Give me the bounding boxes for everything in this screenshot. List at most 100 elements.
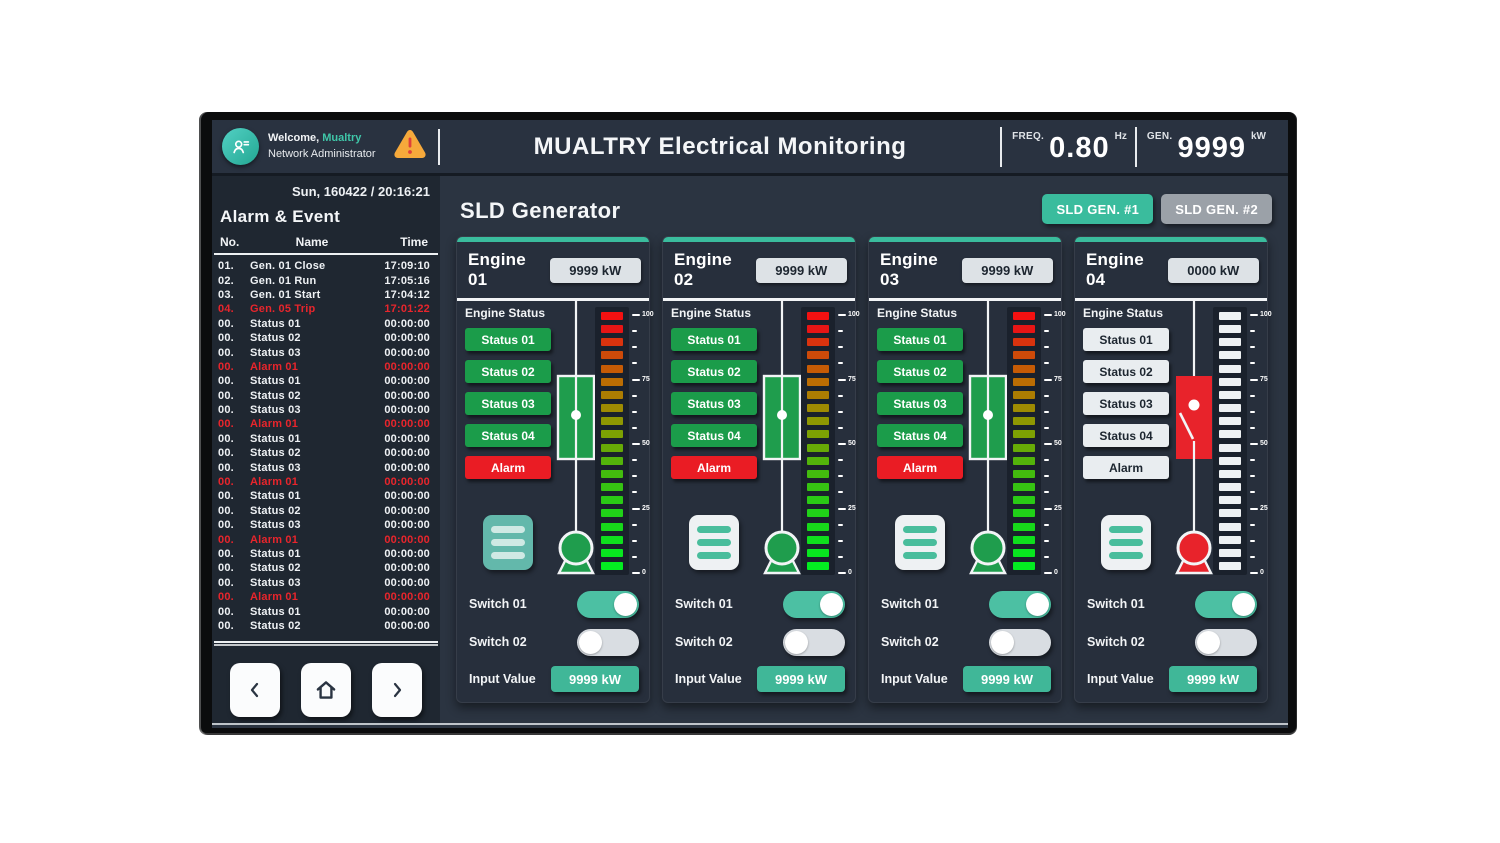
status-03-button[interactable]: Status 03 bbox=[877, 392, 963, 415]
status-02-button[interactable]: Status 02 bbox=[1083, 360, 1169, 383]
switch-02-toggle[interactable] bbox=[989, 628, 1051, 656]
status-02-button[interactable]: Status 02 bbox=[671, 360, 757, 383]
generator-icon bbox=[970, 530, 1006, 566]
status-01-button[interactable]: Status 01 bbox=[877, 328, 963, 351]
status-03-button[interactable]: Status 03 bbox=[671, 392, 757, 415]
engine-status-label: Engine Status bbox=[671, 306, 752, 320]
switch-row: Switch 01 bbox=[675, 590, 845, 618]
nav-back-button[interactable] bbox=[230, 663, 280, 718]
input-value-field[interactable]: 9999 kW bbox=[963, 666, 1051, 692]
toggle-knob bbox=[614, 592, 637, 616]
breaker-open-icon bbox=[1176, 301, 1212, 533]
gauge-tick bbox=[632, 459, 637, 462]
switch-01-label: Switch 01 bbox=[469, 597, 527, 611]
nav-home-button[interactable] bbox=[301, 663, 351, 718]
gauge-tick bbox=[1044, 362, 1049, 365]
switch-01-label: Switch 01 bbox=[881, 597, 939, 611]
panel-header: Engine 02 9999 kW bbox=[663, 242, 855, 298]
led-segment bbox=[601, 417, 623, 426]
alarm-event-row: 00. Status 03 00:00:00 bbox=[212, 518, 440, 532]
event-no: 00. bbox=[218, 375, 234, 388]
alarm-button[interactable]: Alarm bbox=[1083, 456, 1169, 479]
engine-name: Engine 04 bbox=[1086, 250, 1144, 289]
alarm-event-row: 00. Status 01 00:00:00 bbox=[212, 374, 440, 388]
status-01-button[interactable]: Status 01 bbox=[671, 328, 757, 351]
status-03-button[interactable]: Status 03 bbox=[1083, 392, 1169, 415]
status-02-button[interactable]: Status 02 bbox=[877, 360, 963, 383]
event-name: Status 03 bbox=[250, 346, 301, 359]
led-segment bbox=[1013, 483, 1035, 492]
nav-forward-button[interactable] bbox=[372, 663, 422, 718]
switch-01-toggle[interactable] bbox=[783, 590, 845, 618]
gauge-tick-label: 0 bbox=[848, 569, 852, 576]
switch-01-toggle[interactable] bbox=[577, 590, 639, 618]
sld-gen-tab[interactable]: SLD GEN. #2 bbox=[1161, 194, 1272, 224]
gauge-tick bbox=[632, 491, 637, 494]
gauge-tick-label: 100 bbox=[1054, 311, 1066, 318]
input-value-field[interactable]: 9999 kW bbox=[551, 666, 639, 692]
generator-icon bbox=[558, 530, 594, 566]
led-segment bbox=[1219, 456, 1241, 465]
load-list-icon bbox=[483, 515, 533, 570]
status-04-button[interactable]: Status 04 bbox=[671, 424, 757, 447]
status-01-button[interactable]: Status 01 bbox=[1083, 328, 1169, 351]
event-name: Status 03 bbox=[250, 519, 301, 532]
led-segment bbox=[1013, 338, 1035, 347]
header-metrics: FREQ. 0.80 Hz GEN. 9999 kW bbox=[1000, 120, 1288, 173]
alarm-button[interactable]: Alarm bbox=[465, 456, 551, 479]
status-01-button[interactable]: Status 01 bbox=[465, 328, 551, 351]
status-04-button[interactable]: Status 04 bbox=[465, 424, 551, 447]
gauge-tick bbox=[838, 426, 843, 429]
gauge-tick bbox=[1044, 459, 1049, 462]
event-time: 00:00:00 bbox=[384, 404, 430, 417]
gauge-tick-label: 50 bbox=[642, 440, 650, 447]
load-list-icon bbox=[1101, 515, 1151, 570]
alarm-button[interactable]: Alarm bbox=[671, 456, 757, 479]
event-time: 00:00:00 bbox=[384, 317, 430, 330]
input-value-field[interactable]: 9999 kW bbox=[757, 666, 845, 692]
event-time: 00:00:00 bbox=[384, 389, 430, 402]
led-segment bbox=[601, 548, 623, 557]
event-time: 00:00:00 bbox=[384, 332, 430, 345]
status-02-button[interactable]: Status 02 bbox=[465, 360, 551, 383]
event-time: 00:00:00 bbox=[384, 548, 430, 560]
status-03-button[interactable]: Status 03 bbox=[465, 392, 551, 415]
input-value-row: Input Value 9999 kW bbox=[675, 666, 845, 692]
led-segment bbox=[1013, 377, 1035, 386]
event-no: 00. bbox=[218, 504, 234, 517]
event-name: Alarm 01 bbox=[250, 418, 299, 431]
switch-01-label: Switch 01 bbox=[675, 597, 733, 611]
username: Mualtry bbox=[322, 132, 362, 144]
gauge-tick bbox=[1044, 410, 1049, 413]
gauge-tick bbox=[632, 410, 637, 413]
power-gauge: 100 75 50 25 0 bbox=[1007, 307, 1066, 576]
switch-02-toggle[interactable] bbox=[577, 628, 639, 656]
event-time: 17:09:10 bbox=[384, 260, 430, 273]
led-segment bbox=[807, 456, 829, 465]
gauge-tick bbox=[632, 394, 637, 397]
switch-02-toggle[interactable] bbox=[1195, 628, 1257, 656]
gauge-tick bbox=[1044, 314, 1052, 316]
status-04-button[interactable]: Status 04 bbox=[1083, 424, 1169, 447]
gauge-tick-scale: 100 75 50 25 0 bbox=[838, 311, 860, 576]
switch-01-toggle[interactable] bbox=[989, 590, 1051, 618]
event-time: 00:00:00 bbox=[384, 576, 430, 589]
sld-gen-tab[interactable]: SLD GEN. #1 bbox=[1042, 194, 1154, 224]
alarm-button[interactable]: Alarm bbox=[877, 456, 963, 479]
gauge-tick-label: 75 bbox=[1054, 375, 1062, 383]
input-value-field[interactable]: 9999 kW bbox=[1169, 666, 1257, 692]
switch-02-toggle[interactable] bbox=[783, 628, 845, 656]
user-badge-icon[interactable] bbox=[222, 128, 259, 165]
warning-triangle-icon[interactable] bbox=[392, 128, 428, 165]
led-segment bbox=[601, 325, 623, 334]
datetime-display: Sun, 160422 / 20:16:21 bbox=[291, 184, 430, 199]
gauge-tick bbox=[632, 555, 637, 558]
status-04-button[interactable]: Status 04 bbox=[877, 424, 963, 447]
gauge-tick-label: 50 bbox=[848, 440, 856, 447]
switch-01-toggle[interactable] bbox=[1195, 590, 1257, 618]
alarm-event-row: 04. Gen. 05 Trip 17:01:22 bbox=[212, 302, 440, 316]
alarm-event-row: 00. Status 03 00:00:00 bbox=[212, 403, 440, 417]
generator-icon bbox=[764, 530, 800, 566]
led-segment bbox=[1219, 469, 1241, 478]
